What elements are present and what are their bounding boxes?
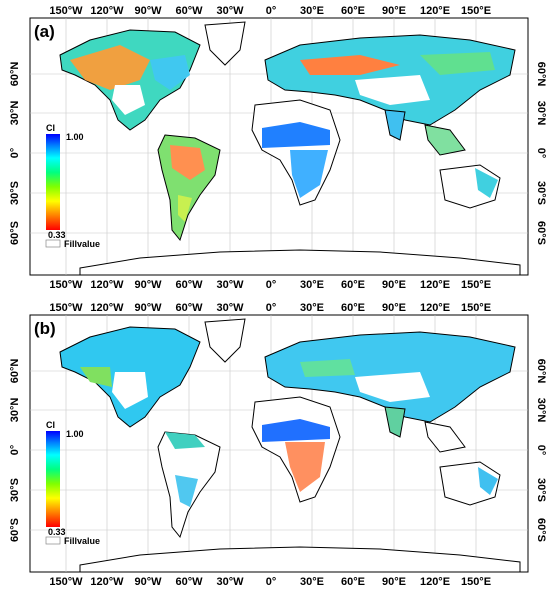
svg-text:30°S: 30°S xyxy=(9,478,21,502)
land-masses xyxy=(59,318,521,573)
svg-text:0°: 0° xyxy=(9,445,21,456)
svg-text:60°S: 60°S xyxy=(535,221,547,245)
svg-text:150°W: 150°W xyxy=(49,576,83,588)
antarctica xyxy=(79,249,521,276)
svg-text:0°: 0° xyxy=(266,576,277,588)
fillvalue-label: Fillvalue xyxy=(64,239,100,249)
lat-labels-left: 60°N 30°N 0° 30°S 60°S xyxy=(9,359,21,542)
svg-text:30°E: 30°E xyxy=(300,302,324,314)
svg-text:60°W: 60°W xyxy=(175,576,203,588)
svg-text:60°W: 60°W xyxy=(175,302,203,314)
fillvalue-swatch xyxy=(45,239,61,248)
svg-text:30°S: 30°S xyxy=(9,181,21,205)
svg-text:30°S: 30°S xyxy=(535,181,547,205)
lat-labels-left: 60°N 30°N 0° 30°S 60°S xyxy=(9,62,21,245)
svg-text:150°E: 150°E xyxy=(461,576,491,588)
colorbar-min-label: 0.33 xyxy=(48,230,66,240)
panel-label-b: (b) xyxy=(34,319,56,338)
svg-text:30°W: 30°W xyxy=(216,302,244,314)
lat-labels-right: 60°N 30°N 0° 30°S 60°S xyxy=(535,62,547,245)
colorbar-title: CI xyxy=(46,420,55,430)
colorbar-gradient xyxy=(46,134,60,230)
lon-labels-top: 150°W 120°W 90°W 60°W 30°W 0° 30°E 60°E … xyxy=(49,302,491,314)
antarctica xyxy=(79,546,521,573)
lon-labels-bottom: 150°W 120°W 90°W 60°W 30°W 0° 30°E 60°E … xyxy=(49,279,491,291)
svg-text:120°E: 120°E xyxy=(420,576,450,588)
svg-text:90°W: 90°W xyxy=(134,302,162,314)
svg-text:90°W: 90°W xyxy=(134,576,162,588)
colorbar-title: CI xyxy=(46,123,55,133)
svg-text:30°W: 30°W xyxy=(216,576,244,588)
svg-text:120°E: 120°E xyxy=(420,302,450,314)
svg-text:0°: 0° xyxy=(9,148,21,159)
land-masses xyxy=(59,21,521,276)
colorbar-max-label: 1.00 xyxy=(66,132,84,142)
svg-text:90°E: 90°E xyxy=(382,302,406,314)
svg-text:120°E: 120°E xyxy=(420,5,450,17)
svg-text:120°W: 120°W xyxy=(90,302,124,314)
svg-text:60°E: 60°E xyxy=(341,576,365,588)
svg-text:30°N: 30°N xyxy=(535,398,547,423)
colorbar-max-label: 1.00 xyxy=(66,429,84,439)
svg-text:30°W: 30°W xyxy=(216,279,244,291)
svg-text:0°: 0° xyxy=(535,148,547,159)
lon-labels-bottom: 150°W 120°W 90°W 60°W 30°W 0° 30°E 60°E … xyxy=(49,576,491,588)
svg-text:150°E: 150°E xyxy=(461,5,491,17)
svg-text:0°: 0° xyxy=(266,5,277,17)
colorbar-min-label: 0.33 xyxy=(48,527,66,537)
svg-text:120°W: 120°W xyxy=(90,5,124,17)
greenland xyxy=(204,318,246,363)
colorbar-b: CI 1.00 0.33 Fillvalue xyxy=(45,420,100,546)
fillvalue-label: Fillvalue xyxy=(64,536,100,546)
map-panel-a: 150°W 120°W 90°W 60°W 30°W 0° 30°E 60°E … xyxy=(9,5,547,291)
svg-text:90°W: 90°W xyxy=(134,5,162,17)
svg-text:150°W: 150°W xyxy=(49,279,83,291)
map-b-svg: 150°W 120°W 90°W 60°W 30°W 0° 30°E 60°E … xyxy=(9,302,547,588)
svg-text:60°S: 60°S xyxy=(9,221,21,245)
panel-label-a: (a) xyxy=(34,22,55,41)
greenland xyxy=(204,21,246,66)
map-panel-b: 150°W 120°W 90°W 60°W 30°W 0° 30°E 60°E … xyxy=(0,297,550,594)
svg-text:0°: 0° xyxy=(535,445,547,456)
svg-text:120°W: 120°W xyxy=(90,576,124,588)
svg-text:30°N: 30°N xyxy=(9,101,21,126)
svg-text:90°E: 90°E xyxy=(382,5,406,17)
svg-text:90°E: 90°E xyxy=(382,576,406,588)
svg-text:30°W: 30°W xyxy=(216,5,244,17)
map-a-svg: 150°W 120°W 90°W 60°W 30°W 0° 30°E 60°E … xyxy=(9,5,547,291)
svg-text:30°N: 30°N xyxy=(535,101,547,126)
svg-text:60°S: 60°S xyxy=(9,518,21,542)
svg-text:60°W: 60°W xyxy=(175,279,203,291)
svg-text:60°E: 60°E xyxy=(341,302,365,314)
svg-text:60°W: 60°W xyxy=(175,5,203,17)
svg-text:60°E: 60°E xyxy=(341,279,365,291)
svg-text:90°E: 90°E xyxy=(382,279,406,291)
svg-text:60°S: 60°S xyxy=(535,518,547,542)
svg-text:150°E: 150°E xyxy=(461,302,491,314)
svg-text:30°S: 30°S xyxy=(535,478,547,502)
svg-text:30°E: 30°E xyxy=(300,279,324,291)
svg-text:120°E: 120°E xyxy=(420,279,450,291)
svg-text:150°W: 150°W xyxy=(49,302,83,314)
svg-text:30°E: 30°E xyxy=(300,5,324,17)
svg-text:0°: 0° xyxy=(266,302,277,314)
fillvalue-swatch xyxy=(45,536,61,545)
svg-text:30°N: 30°N xyxy=(9,398,21,423)
svg-text:60°N: 60°N xyxy=(9,359,21,384)
svg-text:150°W: 150°W xyxy=(49,5,83,17)
svg-text:60°N: 60°N xyxy=(535,359,547,384)
svg-text:30°E: 30°E xyxy=(300,576,324,588)
svg-text:60°E: 60°E xyxy=(341,5,365,17)
svg-text:60°N: 60°N xyxy=(9,62,21,87)
svg-text:90°W: 90°W xyxy=(134,279,162,291)
svg-text:120°W: 120°W xyxy=(90,279,124,291)
svg-text:0°: 0° xyxy=(266,279,277,291)
svg-text:60°N: 60°N xyxy=(535,62,547,87)
lat-labels-right: 60°N 30°N 0° 30°S 60°S xyxy=(535,359,547,542)
lon-labels-top: 150°W 120°W 90°W 60°W 30°W 0° 30°E 60°E … xyxy=(49,5,491,17)
svg-text:150°E: 150°E xyxy=(461,279,491,291)
colorbar-a: CI 1.00 0.33 Fillvalue xyxy=(45,123,100,249)
colorbar-gradient xyxy=(46,431,60,527)
